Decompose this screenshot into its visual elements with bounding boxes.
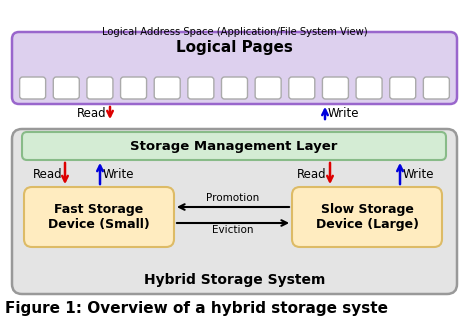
FancyBboxPatch shape xyxy=(24,187,174,247)
Text: Figure 1: Overview of a hybrid storage syste: Figure 1: Overview of a hybrid storage s… xyxy=(5,300,388,316)
Text: Read: Read xyxy=(32,167,62,181)
Text: Logical Pages: Logical Pages xyxy=(176,40,293,55)
Text: Promotion: Promotion xyxy=(206,193,259,203)
FancyBboxPatch shape xyxy=(292,187,442,247)
FancyBboxPatch shape xyxy=(154,77,180,99)
FancyBboxPatch shape xyxy=(188,77,214,99)
FancyBboxPatch shape xyxy=(356,77,382,99)
FancyBboxPatch shape xyxy=(87,77,113,99)
Text: Hybrid Storage System: Hybrid Storage System xyxy=(144,273,325,287)
Text: Read: Read xyxy=(298,167,327,181)
FancyBboxPatch shape xyxy=(322,77,348,99)
FancyBboxPatch shape xyxy=(121,77,147,99)
Text: Fast Storage
Device (Small): Fast Storage Device (Small) xyxy=(48,203,150,231)
Text: Write: Write xyxy=(403,167,434,181)
Text: Read: Read xyxy=(78,107,107,119)
FancyBboxPatch shape xyxy=(12,32,457,104)
FancyBboxPatch shape xyxy=(12,129,457,294)
FancyBboxPatch shape xyxy=(221,77,248,99)
Text: Storage Management Layer: Storage Management Layer xyxy=(130,139,337,153)
Text: Eviction: Eviction xyxy=(212,225,254,235)
Text: Slow Storage
Device (Large): Slow Storage Device (Large) xyxy=(315,203,418,231)
Text: Write: Write xyxy=(103,167,134,181)
Text: Logical Address Space (Application/File System View): Logical Address Space (Application/File … xyxy=(102,27,368,37)
FancyBboxPatch shape xyxy=(20,77,46,99)
FancyBboxPatch shape xyxy=(255,77,281,99)
Text: Write: Write xyxy=(328,107,360,119)
FancyBboxPatch shape xyxy=(289,77,315,99)
FancyBboxPatch shape xyxy=(390,77,415,99)
FancyBboxPatch shape xyxy=(423,77,449,99)
FancyBboxPatch shape xyxy=(22,132,446,160)
FancyBboxPatch shape xyxy=(53,77,79,99)
